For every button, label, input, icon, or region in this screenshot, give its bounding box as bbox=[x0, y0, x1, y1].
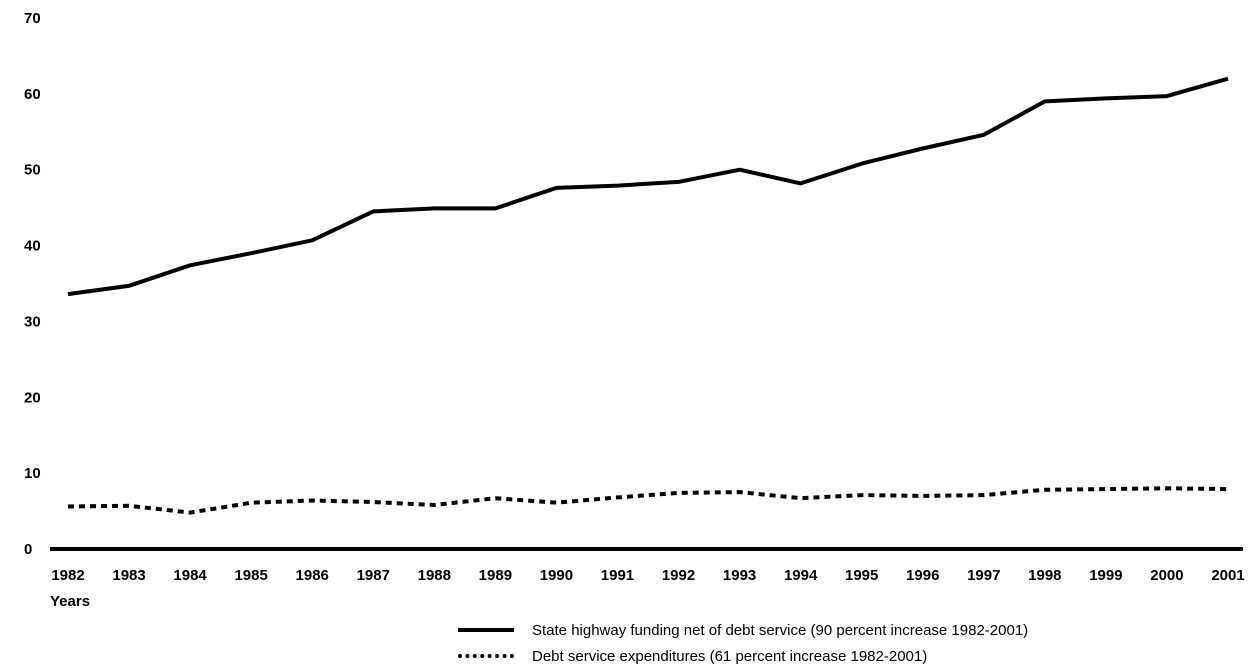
x-tick-label: 1992 bbox=[662, 567, 695, 584]
x-tick-label: 1991 bbox=[601, 567, 634, 584]
x-tick-label: 1997 bbox=[967, 567, 1000, 584]
y-axis-ticks: 0 10 20 30 40 50 60 70 bbox=[24, 10, 41, 558]
y-tick-label: 50 bbox=[24, 162, 41, 179]
x-axis-title: Years bbox=[50, 593, 90, 610]
x-tick-label: 1987 bbox=[357, 567, 390, 584]
x-tick-label: 1999 bbox=[1089, 567, 1122, 584]
x-tick-label: 1988 bbox=[418, 567, 451, 584]
y-tick-label: 60 bbox=[24, 86, 41, 103]
legend-swatch-dotted bbox=[458, 654, 514, 658]
y-tick-label: 70 bbox=[24, 10, 41, 27]
series-lines bbox=[67, 76, 1229, 515]
x-tick-label: 1998 bbox=[1028, 567, 1061, 584]
x-tick-label: 1996 bbox=[906, 567, 939, 584]
x-tick-label: 1990 bbox=[540, 567, 573, 584]
x-tick-label: 1983 bbox=[112, 567, 145, 584]
legend-label-highway-funding: State highway funding net of debt servic… bbox=[532, 621, 1029, 639]
series-line-debt-service bbox=[67, 486, 1229, 515]
x-tick-label: 1989 bbox=[479, 567, 512, 584]
x-tick-label: 1994 bbox=[784, 567, 818, 584]
legend-item-highway-funding: State highway funding net of debt servic… bbox=[458, 617, 1028, 643]
x-tick-label: 1982 bbox=[51, 567, 84, 584]
legend: State highway funding net of debt servic… bbox=[458, 617, 1028, 669]
y-tick-label: 30 bbox=[24, 313, 41, 330]
y-tick-label: 40 bbox=[24, 238, 41, 255]
x-tick-label: 2000 bbox=[1150, 567, 1183, 584]
x-axis-ticks: 1982 1983 1984 1985 1986 1987 1988 1989 1990 1991… bbox=[51, 567, 1244, 584]
legend-swatch-solid bbox=[458, 628, 514, 632]
x-tick-label: 1984 bbox=[173, 567, 207, 584]
y-tick-label: 10 bbox=[24, 465, 41, 482]
x-tick-label: 1986 bbox=[296, 567, 329, 584]
y-tick-label: 0 bbox=[24, 541, 32, 558]
y-tick-label: 20 bbox=[24, 389, 41, 406]
legend-label-debt-service: Debt service expenditures (61 percent in… bbox=[532, 647, 928, 665]
legend-item-debt-service: Debt service expenditures (61 percent in… bbox=[458, 643, 1028, 669]
series-line-highway-funding bbox=[67, 76, 1229, 297]
x-tick-label: 2001 bbox=[1211, 567, 1244, 584]
x-tick-label: 1995 bbox=[845, 567, 878, 584]
x-tick-label: 1985 bbox=[234, 567, 267, 584]
x-tick-label: 1993 bbox=[723, 567, 756, 584]
